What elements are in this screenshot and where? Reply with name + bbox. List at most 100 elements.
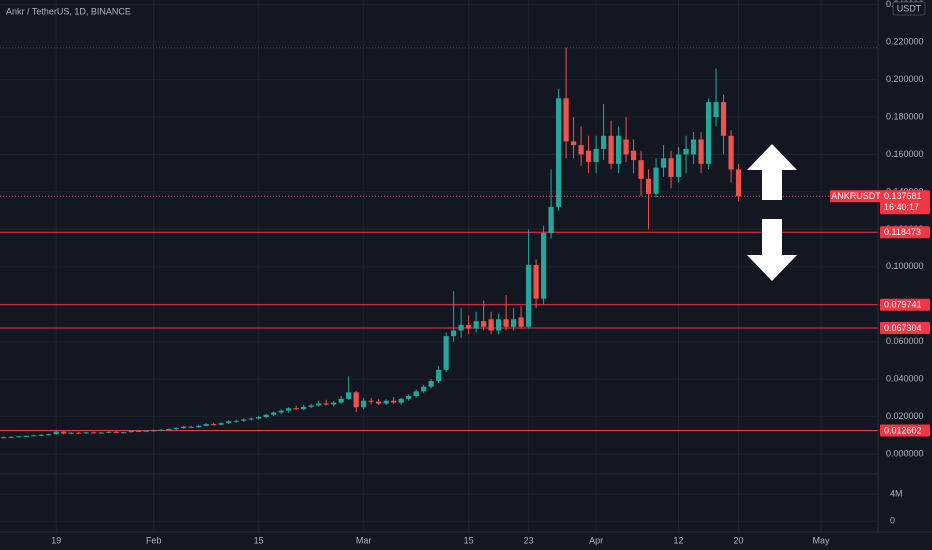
candle-body <box>16 436 22 438</box>
volume-tick-label: 0 <box>890 516 895 526</box>
candle-body <box>121 432 127 434</box>
candle-body <box>76 432 82 434</box>
candle-body <box>376 401 382 404</box>
candle-body <box>346 392 352 399</box>
candle-body <box>151 430 157 432</box>
candle-body <box>421 386 427 392</box>
y-tick-label: 0.180000 <box>886 111 924 121</box>
candle-body <box>256 417 262 419</box>
candle-body <box>675 154 682 177</box>
candle-body <box>233 420 239 422</box>
candle-body <box>316 403 322 406</box>
candle-body <box>278 410 284 413</box>
y-tick-label: 0.020000 <box>886 411 924 421</box>
candle-body <box>8 436 14 438</box>
y-tick-label: 0.100000 <box>886 261 924 271</box>
candle-body <box>533 264 539 299</box>
candle-body <box>525 264 532 327</box>
arrows <box>747 144 797 281</box>
candle-body <box>368 400 374 402</box>
candle-body <box>323 403 329 405</box>
candle-body <box>728 135 734 170</box>
level-label-box <box>880 298 930 311</box>
candle-body <box>361 400 367 408</box>
candle-body <box>113 431 119 433</box>
candle-body <box>398 398 404 403</box>
candle-body <box>481 321 487 327</box>
y-tick-label: 0.040000 <box>886 374 924 384</box>
candle-body <box>608 135 614 164</box>
candle-body <box>698 139 704 164</box>
candle-body <box>38 434 44 436</box>
candle-body <box>473 321 479 329</box>
x-tick-label: 23 <box>524 535 534 545</box>
candle-body <box>593 148 599 162</box>
candle-body <box>331 402 337 405</box>
up-arrow <box>747 144 797 200</box>
level-label: 0.118473 <box>884 227 921 237</box>
candle-body <box>683 148 689 155</box>
candle-body <box>143 430 149 432</box>
candle-body <box>31 435 37 437</box>
candle-body <box>181 426 187 429</box>
candle-body <box>128 430 134 433</box>
candle-body <box>668 158 674 177</box>
level-label: 0.012602 <box>884 425 922 435</box>
level-label: 0.067304 <box>884 323 922 333</box>
candle-body <box>540 233 547 299</box>
candle-body <box>585 150 592 162</box>
candle-body <box>353 392 359 408</box>
candle-body <box>503 319 509 327</box>
grid <box>0 0 878 532</box>
candle-body <box>158 429 164 431</box>
last-price-label: 0.137681 <box>884 191 922 201</box>
candle-body <box>23 435 29 437</box>
y-tick-label: 0.000000 <box>886 448 924 458</box>
candle-body <box>563 98 569 142</box>
candle-body <box>271 412 277 415</box>
candle-body <box>615 135 622 164</box>
candle-body <box>570 141 577 146</box>
candle-body <box>660 158 667 168</box>
candle-body <box>166 428 172 430</box>
x-tick-label: 15 <box>254 535 264 545</box>
x-tick-label: May <box>813 535 831 545</box>
candle-body <box>68 432 74 434</box>
x-tick-label: 12 <box>674 535 684 545</box>
candle-body <box>203 424 209 426</box>
candle-body <box>218 423 224 425</box>
candle-body <box>735 169 742 197</box>
x-tick-label: 20 <box>734 535 744 545</box>
candle-body <box>623 139 629 155</box>
axis: 0.0000000.0200000.0400000.0600000.080000… <box>51 0 930 545</box>
candle-body <box>308 405 314 407</box>
candle-body <box>98 432 104 434</box>
candle-body <box>578 145 584 155</box>
candle-body <box>466 324 472 329</box>
countdown-label: 16:40:17 <box>884 202 919 212</box>
candle-body <box>645 178 652 194</box>
candle-body <box>83 432 89 434</box>
candle-body <box>136 430 142 432</box>
candle-body <box>263 414 269 418</box>
down-arrow <box>747 219 797 281</box>
candle-body <box>196 425 202 428</box>
candle-body <box>436 369 442 382</box>
candle-body <box>690 139 697 155</box>
candle-body <box>720 102 727 136</box>
candle-body <box>211 424 217 426</box>
candle-body <box>555 98 562 207</box>
candle-body <box>600 135 607 149</box>
plot <box>0 47 878 439</box>
candle-body <box>713 102 719 118</box>
candle-body <box>1 437 7 439</box>
symbol-box <box>830 190 882 203</box>
currency-box <box>892 1 926 16</box>
candle-body <box>413 391 419 397</box>
candle-body <box>406 396 412 399</box>
chart-title: Ankr / TetherUS, 1D, BINANCE <box>6 6 131 16</box>
candle-body <box>46 434 52 436</box>
level-label-box <box>880 424 930 437</box>
candle-body <box>451 330 457 337</box>
